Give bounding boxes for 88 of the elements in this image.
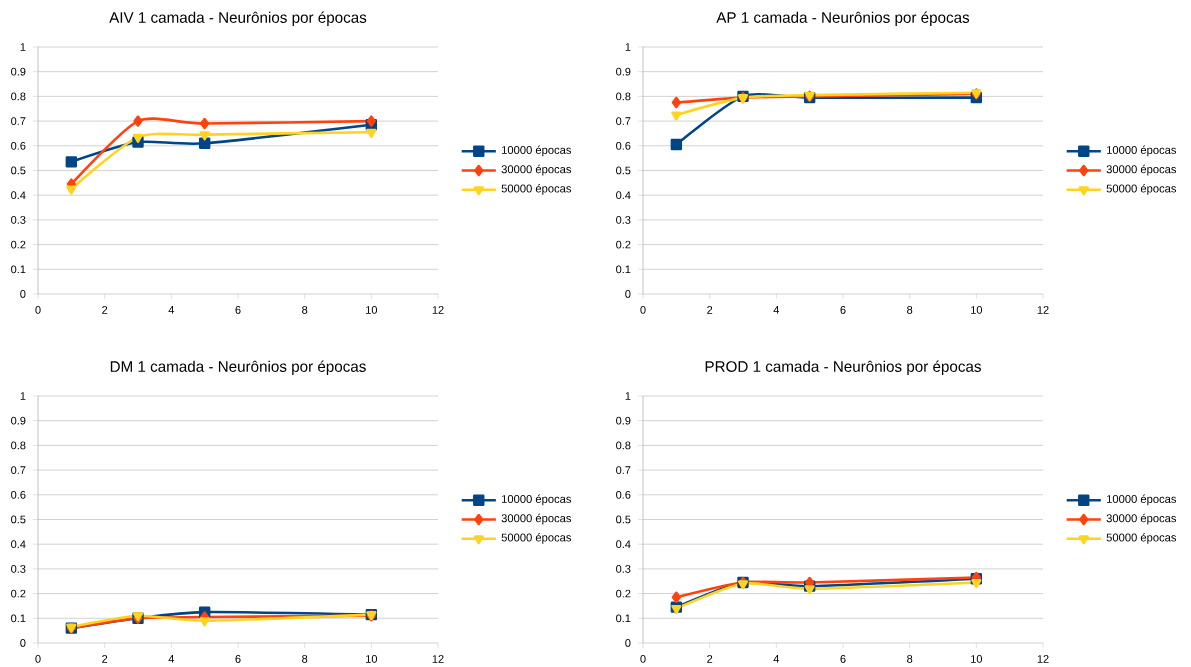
x-tick-label: 0 [640, 306, 646, 314]
y-tick-label: 1 [20, 43, 26, 51]
legend-label: 10000 épocas [501, 145, 572, 157]
y-tick-label: 1 [20, 392, 26, 400]
x-tick-label: 0 [640, 655, 646, 663]
y-tick-label: 0.6 [11, 141, 26, 150]
x-tick-label: 10 [366, 655, 378, 663]
x-tick-label: 12 [1037, 655, 1049, 663]
y-tick-label: 0.1 [616, 265, 631, 274]
y-tick-label: 0.7 [11, 117, 26, 125]
y-tick-label: 0.1 [616, 614, 631, 623]
y-tick-label: 0.6 [11, 490, 26, 499]
y-tick-label: 0.4 [11, 191, 26, 200]
x-tick-label: 12 [432, 655, 444, 663]
x-tick-label: 6 [235, 306, 241, 314]
y-tick-label: 0.3 [616, 564, 631, 573]
y-tick-label: 0.3 [11, 215, 26, 224]
y-tick-label: 0.7 [616, 466, 631, 474]
y-tick-label: 0.9 [11, 416, 26, 425]
x-tick-label: 4 [168, 306, 175, 314]
y-tick-label: 0.5 [11, 166, 26, 175]
y-tick-label: 0.4 [616, 191, 631, 200]
legend-label: 10000 épocas [1106, 494, 1177, 506]
y-tick-label: 0.5 [11, 515, 26, 524]
y-tick-label: 0.6 [616, 141, 631, 150]
y-tick-label: 0 [20, 639, 26, 647]
x-tick-label: 6 [840, 655, 846, 663]
legend-label: 10000 épocas [501, 494, 572, 506]
y-tick-label: 0.8 [11, 92, 26, 101]
chart-title: PROD 1 camada - Neurônios por épocas [705, 360, 981, 375]
y-tick-label: 0.2 [616, 589, 631, 598]
x-tick-label: 6 [840, 306, 846, 314]
x-tick-label: 12 [1037, 306, 1049, 314]
y-tick-label: 0.8 [11, 441, 26, 450]
x-tick-label: 8 [302, 306, 308, 314]
y-tick-label: 0 [20, 290, 26, 298]
legend-label: 50000 épocas [501, 184, 572, 195]
y-tick-label: 1 [625, 392, 631, 400]
x-tick-label: 4 [168, 655, 175, 663]
legend-label: 50000 épocas [1106, 533, 1177, 544]
x-tick-label: 4 [773, 655, 780, 663]
chart-title: AP 1 camada - Neurônios por épocas [716, 11, 970, 26]
y-tick-label: 0.9 [11, 67, 26, 76]
legend-label: 50000 épocas [501, 533, 572, 544]
legend-label: 10000 épocas [1106, 145, 1177, 157]
y-tick-label: 0.5 [616, 166, 631, 175]
x-tick-label: 2 [102, 655, 108, 663]
x-tick-label: 6 [235, 655, 241, 663]
chart-title: DM 1 camada - Neurônios por épocas [110, 360, 366, 375]
y-tick-label: 0.8 [616, 92, 631, 101]
x-tick-label: 2 [102, 306, 108, 314]
y-tick-label: 0.4 [616, 540, 631, 549]
legend-label: 50000 épocas [1106, 184, 1177, 195]
y-tick-label: 0.9 [616, 67, 631, 76]
x-tick-label: 10 [971, 655, 983, 663]
x-tick-label: 8 [907, 655, 913, 663]
x-tick-label: 8 [302, 655, 308, 663]
x-tick-label: 2 [707, 306, 713, 314]
y-tick-label: 0.2 [11, 240, 26, 249]
y-tick-label: 0.4 [11, 540, 26, 549]
y-tick-label: 0.1 [11, 614, 26, 623]
x-tick-label: 10 [971, 306, 983, 314]
y-tick-label: 0.6 [616, 490, 631, 499]
y-tick-label: 0.7 [616, 117, 631, 125]
x-tick-label: 2 [707, 655, 713, 663]
x-tick-label: 10 [366, 306, 378, 314]
x-tick-label: 4 [773, 306, 780, 314]
x-tick-label: 0 [35, 306, 41, 314]
x-tick-label: 12 [432, 306, 444, 314]
y-tick-label: 0.3 [11, 564, 26, 573]
legend-label: 30000 épocas [501, 164, 572, 176]
y-tick-label: 0.2 [11, 589, 26, 598]
y-tick-label: 0.8 [616, 441, 631, 450]
y-tick-label: 0.7 [11, 466, 26, 474]
legend-label: 30000 épocas [1106, 513, 1177, 525]
y-tick-label: 0.9 [616, 416, 631, 425]
chart-title: AIV 1 camada - Neurônios por épocas [109, 11, 367, 26]
y-tick-label: 0 [625, 639, 631, 647]
y-tick-label: 0.5 [616, 515, 631, 524]
y-tick-label: 0.1 [11, 265, 26, 274]
y-tick-label: 1 [625, 43, 631, 51]
legend-label: 30000 épocas [501, 513, 572, 525]
y-tick-label: 0 [625, 290, 631, 298]
legend-label: 30000 épocas [1106, 164, 1177, 176]
y-tick-label: 0.2 [616, 240, 631, 249]
y-tick-label: 0.3 [616, 215, 631, 224]
x-tick-label: 8 [907, 306, 913, 314]
x-tick-label: 0 [35, 655, 41, 663]
